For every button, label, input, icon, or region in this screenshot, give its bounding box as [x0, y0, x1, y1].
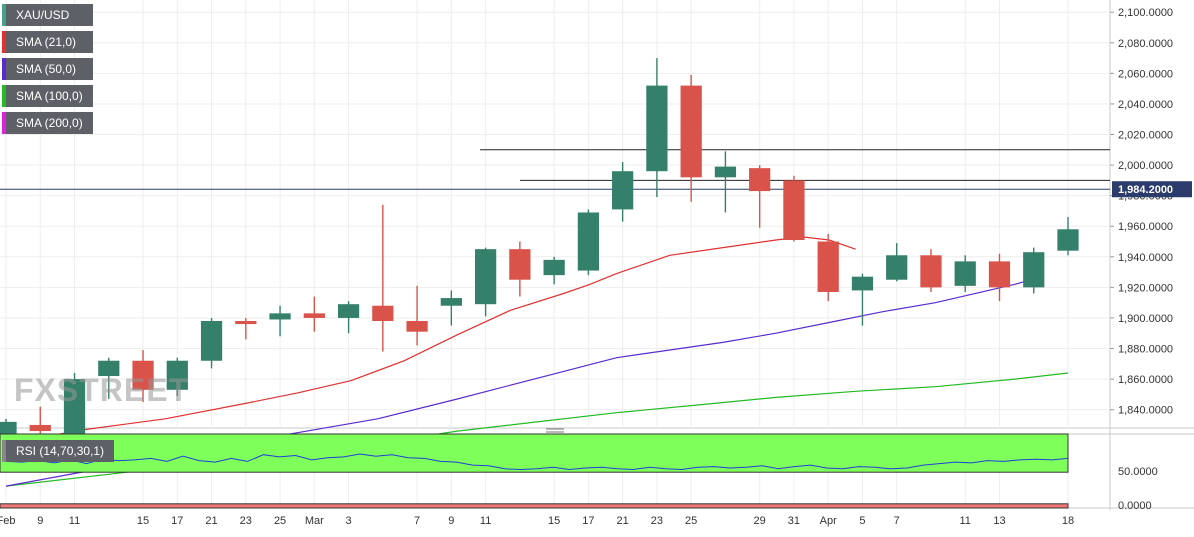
indicator-legend: XAU/USD SMA (21,0) SMA (50,0) SMA (100,0…	[2, 4, 93, 134]
time-axis-label: 7	[894, 515, 900, 527]
time-axis-label: Mar	[305, 515, 324, 527]
time-axis-label: 11	[960, 515, 971, 527]
current-price-label: 1,984.2000	[1118, 184, 1173, 196]
time-axis-label: 18	[1062, 515, 1074, 527]
legend-item-sma200[interactable]: SMA (200,0)	[2, 112, 93, 134]
fxstreet-watermark: FXSTREET	[14, 372, 190, 408]
time-axis-label: 7	[414, 515, 420, 527]
time-axis-label: 11	[69, 515, 80, 527]
candle-body[interactable]	[954, 261, 976, 286]
candle-body[interactable]	[886, 255, 908, 280]
time-axis-label: 21	[617, 515, 629, 527]
pane-splitter-handle[interactable]	[545, 427, 565, 433]
time-axis-label: 17	[171, 515, 183, 527]
rsi-line	[5, 453, 1069, 471]
candle-body[interactable]	[303, 313, 325, 318]
candle-body[interactable]	[714, 166, 737, 178]
price-tick-label: 1,880.0000	[1118, 344, 1173, 356]
price-tick-label: 2,000.0000	[1118, 160, 1173, 172]
legend-item-rsi[interactable]: RSI (14,70,30,1)	[2, 440, 115, 462]
candle-body[interactable]	[1023, 252, 1045, 288]
candle-body[interactable]	[817, 241, 839, 292]
candle-body[interactable]	[988, 261, 1011, 288]
legend-item-xauusd[interactable]: XAU/USD	[2, 4, 93, 26]
time-axis-label: 25	[274, 515, 286, 527]
candle-body[interactable]	[920, 255, 942, 288]
time-axis-label: 11	[480, 515, 491, 527]
price-tick-label: 1,860.0000	[1118, 374, 1173, 386]
price-tick-label: 2,060.0000	[1118, 68, 1173, 80]
legend-item-sma21[interactable]: SMA (21,0)	[2, 31, 93, 53]
price-tick-label: 1,900.0000	[1118, 313, 1173, 325]
time-axis-label: 5	[859, 515, 865, 527]
time-axis-label: 3	[346, 515, 352, 527]
candle-body[interactable]	[132, 360, 154, 390]
time-axis-label: 15	[548, 515, 560, 527]
candle-body[interactable]	[440, 298, 462, 306]
candle-body[interactable]	[509, 249, 531, 280]
time-axis-label: 17	[582, 515, 594, 527]
candle-body[interactable]	[646, 85, 668, 172]
price-tick-label: 1,960.0000	[1118, 221, 1173, 233]
time-axis-label: Feb	[0, 515, 15, 527]
rsi-tick-label: 0.0000	[1118, 500, 1152, 512]
sma21-line	[5, 236, 856, 444]
candle-body[interactable]	[474, 249, 497, 305]
candle-body[interactable]	[372, 305, 394, 321]
candle-body[interactable]	[543, 259, 565, 276]
price-tick-label: 2,080.0000	[1118, 38, 1173, 50]
candle-body[interactable]	[680, 85, 702, 178]
current-price-tag	[1112, 181, 1192, 198]
candle-body[interactable]	[851, 276, 874, 291]
time-axis-label: Apr	[820, 515, 837, 527]
legend-item-sma50[interactable]: SMA (50,0)	[2, 58, 93, 80]
candle-body[interactable]	[1057, 229, 1079, 251]
candle-body[interactable]	[749, 168, 771, 192]
time-axis-label: 21	[205, 515, 217, 527]
candle-body[interactable]	[406, 321, 428, 332]
time-axis-label: 23	[651, 515, 663, 527]
candle-body[interactable]	[612, 171, 634, 210]
time-axis-label: 25	[685, 515, 697, 527]
candle-body[interactable]	[235, 321, 257, 325]
rsi-overbought-band	[0, 433, 1069, 473]
price-tick-label: 1,920.0000	[1118, 282, 1173, 294]
time-axis-label: 15	[137, 515, 149, 527]
candle-body[interactable]	[783, 180, 805, 240]
rsi-tick-label: 50.0000	[1118, 466, 1158, 478]
sma50-line	[5, 276, 1042, 487]
candle-body[interactable]	[200, 321, 223, 361]
candle-body[interactable]	[29, 424, 51, 432]
time-axis-label: 9	[448, 515, 454, 527]
candle-body[interactable]	[577, 212, 600, 271]
price-pane-bg	[0, 0, 1110, 428]
price-tick-label: 2,100.0000	[1118, 7, 1173, 19]
legend-item-sma100[interactable]: SMA (100,0)	[2, 85, 93, 107]
time-axis-label: 31	[788, 515, 800, 527]
candle-body[interactable]	[98, 360, 120, 377]
candle-body[interactable]	[337, 304, 360, 318]
price-tick-label: 1,940.0000	[1118, 252, 1173, 264]
price-tick-label: 1,840.0000	[1118, 405, 1173, 417]
candle-body[interactable]	[63, 379, 86, 441]
time-axis-label: 9	[37, 515, 43, 527]
candle-body[interactable]	[269, 313, 291, 320]
time-axis-label: 29	[754, 515, 766, 527]
rsi-oversold-band	[0, 503, 1069, 509]
candle-body[interactable]	[166, 360, 188, 390]
price-tick-label: 2,040.0000	[1118, 99, 1173, 111]
time-axis-label: 13	[993, 515, 1005, 527]
price-tick-label: 2,020.0000	[1118, 130, 1173, 142]
time-axis-label: 23	[240, 515, 252, 527]
